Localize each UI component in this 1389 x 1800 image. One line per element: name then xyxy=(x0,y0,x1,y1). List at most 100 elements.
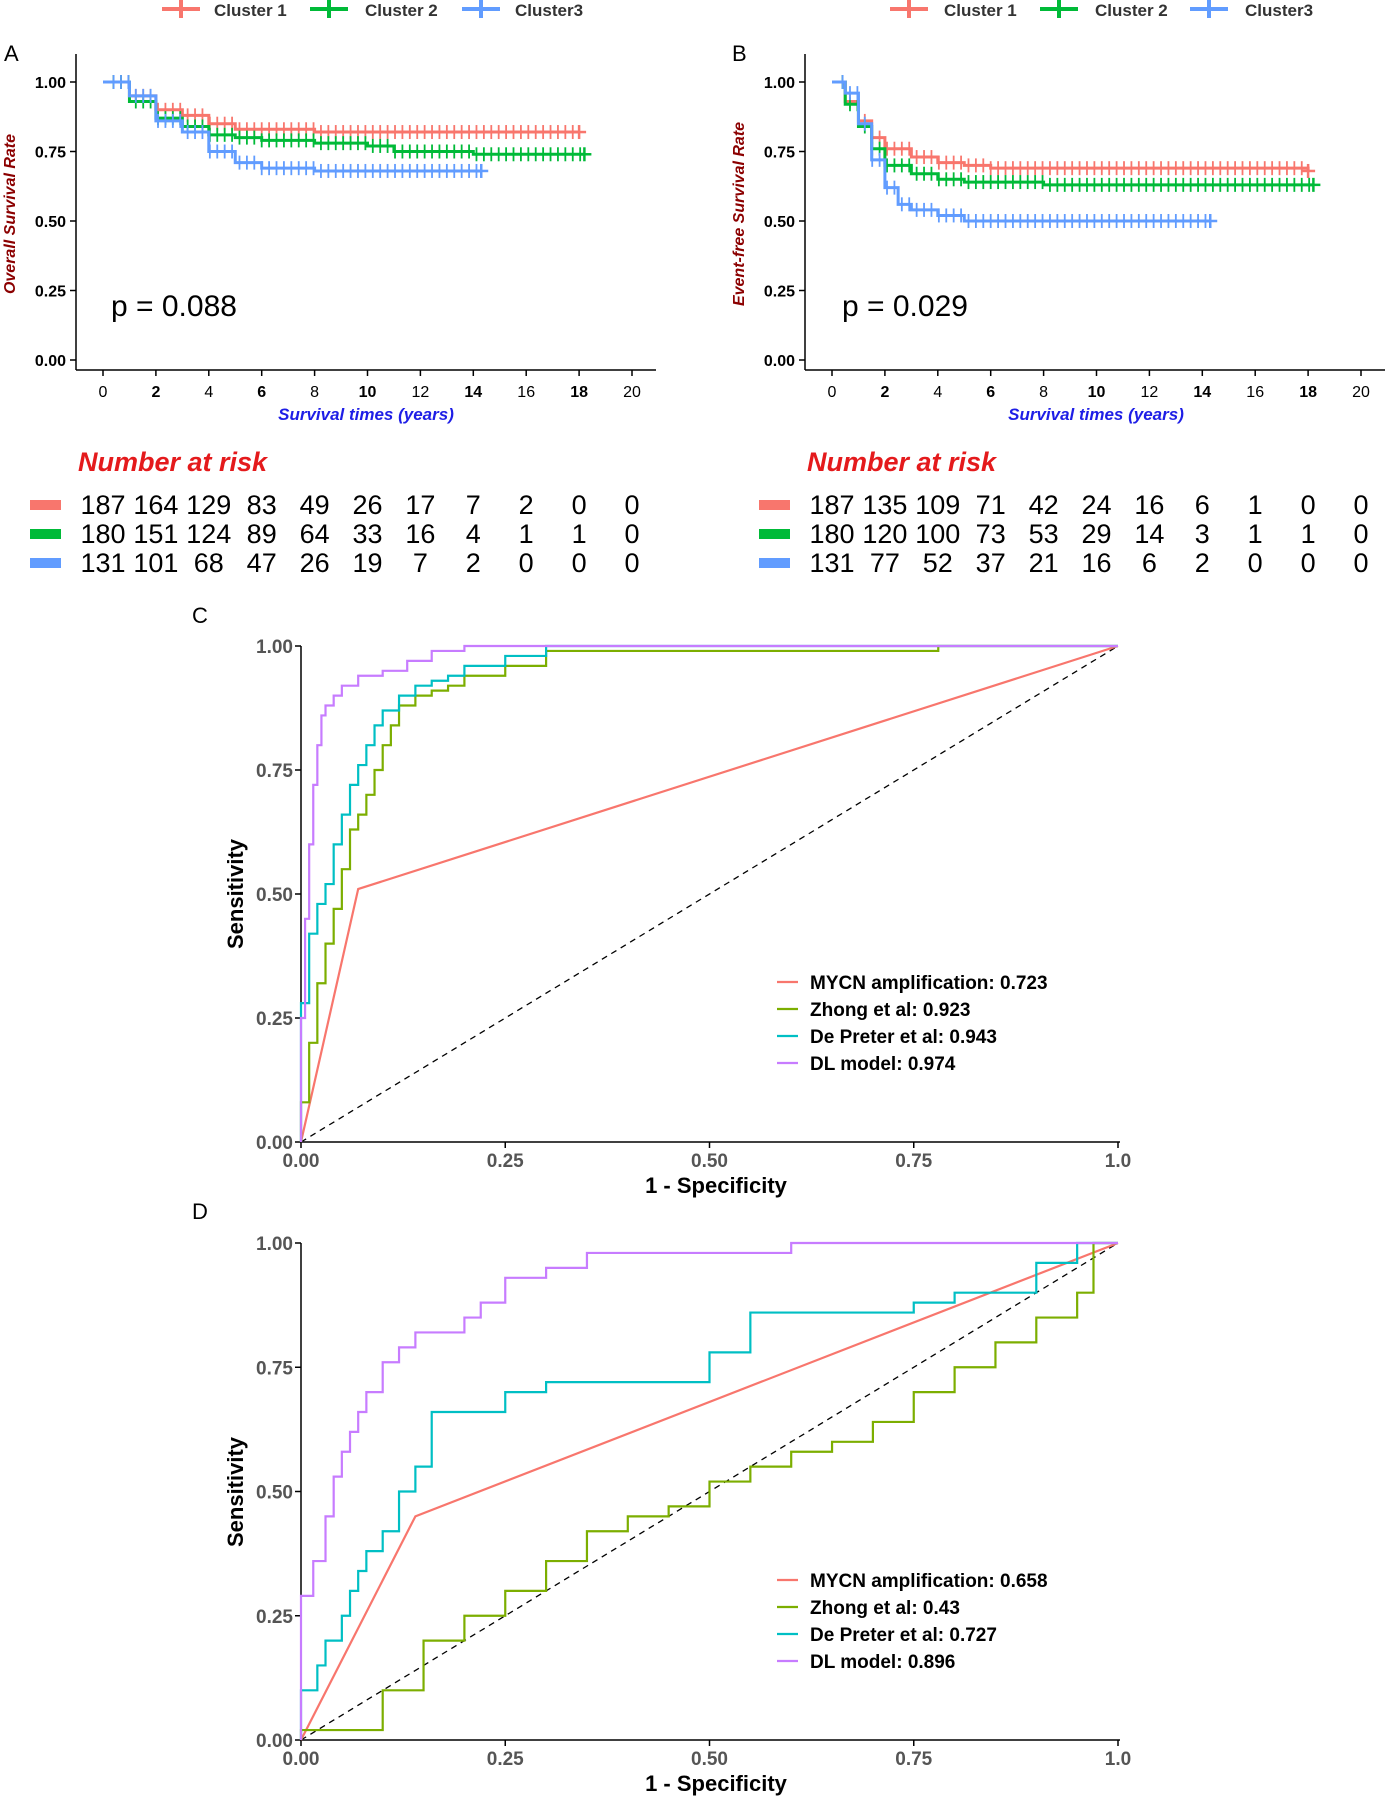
risk-cell: 7 xyxy=(466,490,481,520)
risk-cell: 26 xyxy=(352,490,382,520)
roc-curve-3 xyxy=(299,1241,1118,1740)
risk-cell: 6 xyxy=(1195,490,1210,520)
x-tick-label: 0.75 xyxy=(895,1749,932,1770)
legend-label-cluster1-a: Cluster 1 xyxy=(214,1,287,20)
x-tick-label: 8 xyxy=(310,384,319,401)
x-tick-label: 16 xyxy=(517,384,535,401)
y-tick-label: 0.75 xyxy=(256,761,293,782)
x-tick-label: 1.0 xyxy=(1105,1749,1131,1770)
x-ticks-c: 0.00 0.25 0.50 0.75 1.0 xyxy=(283,1142,1131,1172)
x-axis-title-c: 1 - Specificity xyxy=(645,1173,788,1198)
legend-item-cluster2-b: Cluster 2 xyxy=(1040,0,1168,20)
legend-label-cluster2-b: Cluster 2 xyxy=(1095,1,1168,20)
x-tick-label: 1.0 xyxy=(1105,1151,1131,1172)
risk-cell: 0 xyxy=(1353,548,1368,578)
risk-cell: 129 xyxy=(186,490,231,520)
x-tick-label: 0.00 xyxy=(283,1151,320,1172)
x-axis-title-b: Survival times (years) xyxy=(1008,405,1184,424)
legend-top-a: Cluster 1 Cluster 2 Cluster3 xyxy=(162,0,583,20)
survival-panel-b: 0.000.250.500.751.00 0 2 4 6 8 10 12 14 16 18 20 p… xyxy=(731,54,1385,578)
legend-item-cluster3-b: Cluster3 xyxy=(1190,0,1313,20)
survival-panel-a: 0.000.250.500.751.00 0 2 4 6 8 10 12 14 16 18 20 p… xyxy=(2,54,656,578)
x-ticks-d: 0.00 0.25 0.50 0.75 1.0 xyxy=(283,1740,1131,1770)
y-tick-label: 0.50 xyxy=(35,214,66,231)
risk-cell: 151 xyxy=(133,519,178,549)
y-tick-label: 1.00 xyxy=(35,75,66,92)
x-tick-label: 16 xyxy=(1246,384,1264,401)
risk-cell: 0 xyxy=(519,548,534,578)
x-tick-label: 0.00 xyxy=(283,1749,320,1770)
risk-cell: 101 xyxy=(133,548,178,578)
risk-cell: 7 xyxy=(413,548,428,578)
x-axis-title-a: Survival times (years) xyxy=(278,405,454,424)
legend-item-cluster1-b: Cluster 1 xyxy=(890,0,1017,20)
risk-cell: 16 xyxy=(1134,490,1164,520)
risk-cell: 0 xyxy=(1248,548,1263,578)
risk-cell: 19 xyxy=(352,548,382,578)
x-tick-label: 20 xyxy=(623,384,641,401)
risk-cell: 0 xyxy=(624,490,639,520)
risk-cell: 180 xyxy=(80,519,125,549)
risk-cell: 131 xyxy=(809,548,854,578)
risk-cell: 42 xyxy=(1029,490,1059,520)
risk-cell: 0 xyxy=(1353,519,1368,549)
risk-cell: 2 xyxy=(1195,548,1210,578)
panel-label-d: D xyxy=(192,1199,208,1224)
risk-cell: 29 xyxy=(1081,519,1111,549)
y-ticks-a: 0.00 0.25 0.50 0.75 1.00 xyxy=(35,75,76,370)
x-ticks-a: 0 2 4 6 8 10 12 14 16 18 20 xyxy=(99,370,641,401)
x-tick-label: 0.25 xyxy=(487,1749,524,1770)
p-value-a: p = 0.088 xyxy=(111,290,237,323)
risk-cell: 135 xyxy=(862,490,907,520)
risk-cell: 1 xyxy=(1301,519,1316,549)
x-tick-label: 12 xyxy=(412,384,430,401)
legend-label-3: De Preter et al: 0.727 xyxy=(810,1625,997,1646)
risk-cell: 16 xyxy=(405,519,435,549)
risk-cell: 4 xyxy=(466,519,481,549)
x-tick-label: 0.75 xyxy=(895,1151,932,1172)
y-ticks-c: 0.00 0.25 0.50 0.75 1.00 xyxy=(256,637,301,1154)
legend-label-4: DL model: 0.974 xyxy=(810,1054,956,1075)
roc-curve-2 xyxy=(299,644,1118,1142)
x-tick-label: 2 xyxy=(880,384,889,401)
risk-cell: 124 xyxy=(186,519,231,549)
x-tick-label: 0.50 xyxy=(691,1151,728,1172)
y-tick-label: 0.50 xyxy=(256,885,293,906)
risk-cell: 26 xyxy=(300,548,330,578)
panel-label-a: A xyxy=(4,41,19,66)
roc-legend-d: MYCN amplification: 0.658 Zhong et al: 0.… xyxy=(777,1571,1048,1673)
risk-table-title-b: Number at risk xyxy=(807,447,998,477)
risk-cell: 2 xyxy=(466,548,481,578)
x-tick-label: 20 xyxy=(1352,384,1370,401)
roc-curves-d xyxy=(299,1241,1119,1741)
risk-cell: 14 xyxy=(1134,519,1164,549)
x-tick-label: 0 xyxy=(99,384,108,401)
risk-cell: 0 xyxy=(624,548,639,578)
legend-label-cluster3-b: Cluster3 xyxy=(1245,1,1313,20)
risk-cell: 131 xyxy=(80,548,125,578)
y-tick-label: 0.00 xyxy=(256,1731,293,1752)
roc-curve-2 xyxy=(299,1241,1118,1740)
y-tick-label: 0.25 xyxy=(35,284,66,301)
km-curve-1 xyxy=(103,80,580,134)
x-tick-label: 12 xyxy=(1141,384,1159,401)
risk-cell: 47 xyxy=(247,548,277,578)
y-tick-label: 0.25 xyxy=(256,1607,293,1628)
x-ticks-b: 0 2 4 6 8 10 12 14 16 18 20 xyxy=(828,370,1370,401)
risk-row-swatch xyxy=(759,558,790,568)
x-tick-label: 4 xyxy=(933,384,942,401)
risk-cell: 37 xyxy=(976,548,1006,578)
x-tick-label: 14 xyxy=(1193,384,1211,401)
y-axis-title-a: Overall Survival Rate xyxy=(2,134,19,294)
panel-label-b: B xyxy=(732,41,747,66)
roc-curves-c xyxy=(299,644,1119,1143)
panel-label-c: C xyxy=(192,603,208,628)
legend-label-cluster2-a: Cluster 2 xyxy=(365,1,438,20)
roc-curve-4 xyxy=(299,1241,1118,1740)
roc-panel-d: 0.00 0.25 0.50 0.75 1.00 0.00 0.25 0.50 0.75 1.0… xyxy=(223,1234,1131,1796)
y-tick-label: 0.25 xyxy=(256,1009,293,1030)
y-tick-label: 0.75 xyxy=(256,1358,293,1379)
x-tick-label: 6 xyxy=(257,384,266,401)
